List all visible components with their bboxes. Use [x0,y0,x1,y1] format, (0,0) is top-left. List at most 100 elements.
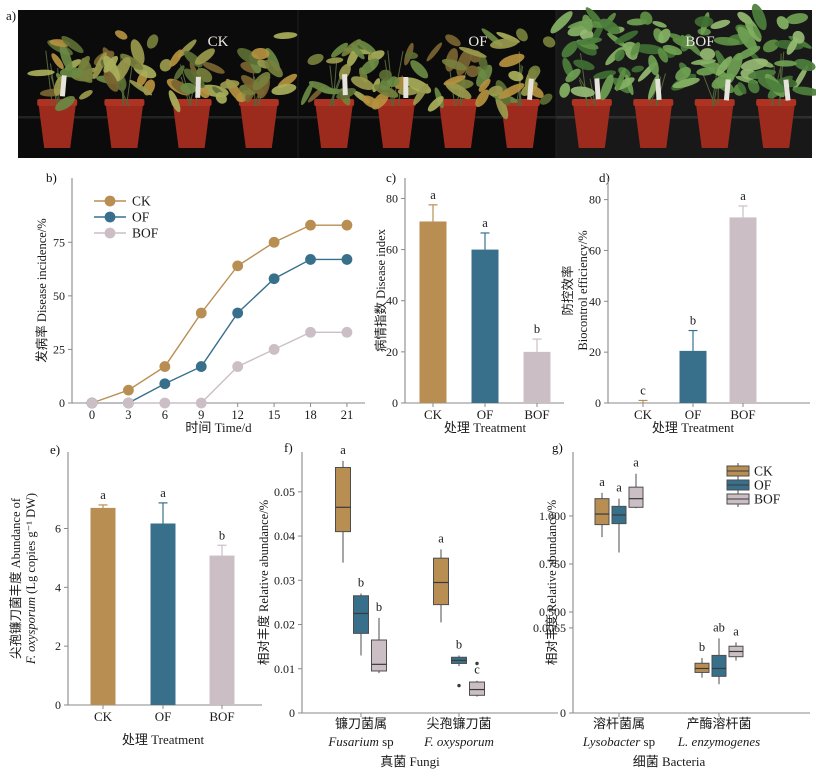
sig-letter: a [733,624,739,638]
data-point-OF [195,361,207,372]
x-tick-label: 6 [162,408,168,422]
pot-rim [437,99,478,106]
plant-foliage [699,48,716,61]
sig-letter: a [160,486,166,500]
panel-g-label: g) [552,440,563,455]
legend-marker [104,227,116,239]
legend-item: BOF [94,226,159,241]
legend-label: CK [132,194,151,209]
plant-stem [332,59,338,107]
plant-foliage [445,34,461,47]
line-series-CK [91,224,347,404]
y-tick-label: 1.000 [539,509,566,523]
plant-foliage [490,38,519,49]
x-tick-label: 9 [198,408,204,422]
bar-BOF [523,351,551,403]
plant-foliage [271,83,297,96]
box-OF [711,654,727,677]
plant-foliage [579,29,594,41]
y-axis-title: Biocontrol efficiency/% [576,230,590,350]
y-tick-label: 0 [59,396,65,410]
plant-foliage [672,77,700,89]
sig-letter: a [616,481,622,495]
plant-foliage [573,59,595,71]
sig-letter: b [690,314,696,328]
y-tick-label: 0 [560,706,566,720]
plant-foliage [711,73,735,89]
plant-stem [126,64,133,107]
plant-foliage [550,11,573,34]
plant-foliage [675,66,692,81]
plant-foliage [710,19,731,29]
plant-foliage [740,58,769,71]
plant-foliage [458,46,487,58]
plant-foliage [630,42,641,56]
plant-foliage [27,69,55,77]
plant-foliage [694,16,714,28]
plant-foliage [696,67,715,76]
y-tick-label: 50 [53,289,65,303]
plant-foliage [614,30,639,44]
plant-foliage [559,82,571,98]
plant-foliage [180,82,197,94]
group-label-cn: 镰刀菌属 [335,716,387,731]
plant-tag [527,78,534,100]
plant-foliage [634,44,664,55]
sig-letter: b [699,640,705,654]
box-OF [353,595,369,634]
x-tick-label: OF [685,407,702,422]
plant-foliage [600,74,614,101]
plant-foliage [774,60,797,67]
sig-letter: b [376,600,382,614]
plant-pot [172,102,211,148]
y-tick-label: 6 [55,521,61,535]
plant-foliage [751,3,767,31]
plant-foliage [786,38,798,55]
plant-foliage [561,41,579,58]
data-point-BOF [86,397,98,409]
plant-foliage [631,65,645,73]
plant-foliage [716,56,733,76]
y-tick-label: 75 [53,235,65,249]
x-tick-label: 18 [304,408,317,422]
photo-section-label: BOF [685,34,714,50]
plant-foliage [146,34,159,49]
x-tick-label: CK [424,407,443,422]
plant-foliage [757,77,785,93]
bar-OF [471,249,499,403]
plant-foliage [198,86,210,99]
plant-foliage [747,79,760,94]
plant-foliage [475,89,490,108]
photo-section-label: CK [208,34,229,50]
y-tick-label: 40 [589,294,601,308]
plant-foliage [648,54,659,76]
sig-letter: ab [713,620,725,634]
box-BOF [469,681,485,696]
plant-foliage [657,48,669,63]
y-tick-label: 0 [289,706,295,720]
panel-b-label: b) [46,170,57,185]
plant-foliage [202,61,225,74]
y-tick-label: 0.0065 [533,621,566,635]
fungi-boxplot-chart: 00.010.020.030.040.05aabbbc镰刀菌属Fusarium … [256,443,558,769]
plant-foliage [565,68,581,83]
plant-foliage [129,79,153,96]
plant-foliage [59,44,73,71]
plant-foliage [413,83,429,106]
plant-pot [500,102,539,148]
plant-foliage [169,49,183,67]
pot-rim [694,99,735,106]
group-label-cn: 产酶溶杆菌 [686,716,751,731]
plant-foliage [528,65,541,79]
x-axis-title: 细菌 Bacteria [633,754,706,769]
plant-foliage [508,70,524,82]
plant-foliage [194,48,215,65]
photo-strip: CK OF BOF [18,3,816,158]
y-tick-label: 0 [595,396,601,410]
plant-foliage [308,81,335,94]
plant-foliage [341,39,362,57]
data-point-OF [159,378,171,390]
line-series-BOF [92,331,347,404]
data-point-CK [195,307,207,319]
